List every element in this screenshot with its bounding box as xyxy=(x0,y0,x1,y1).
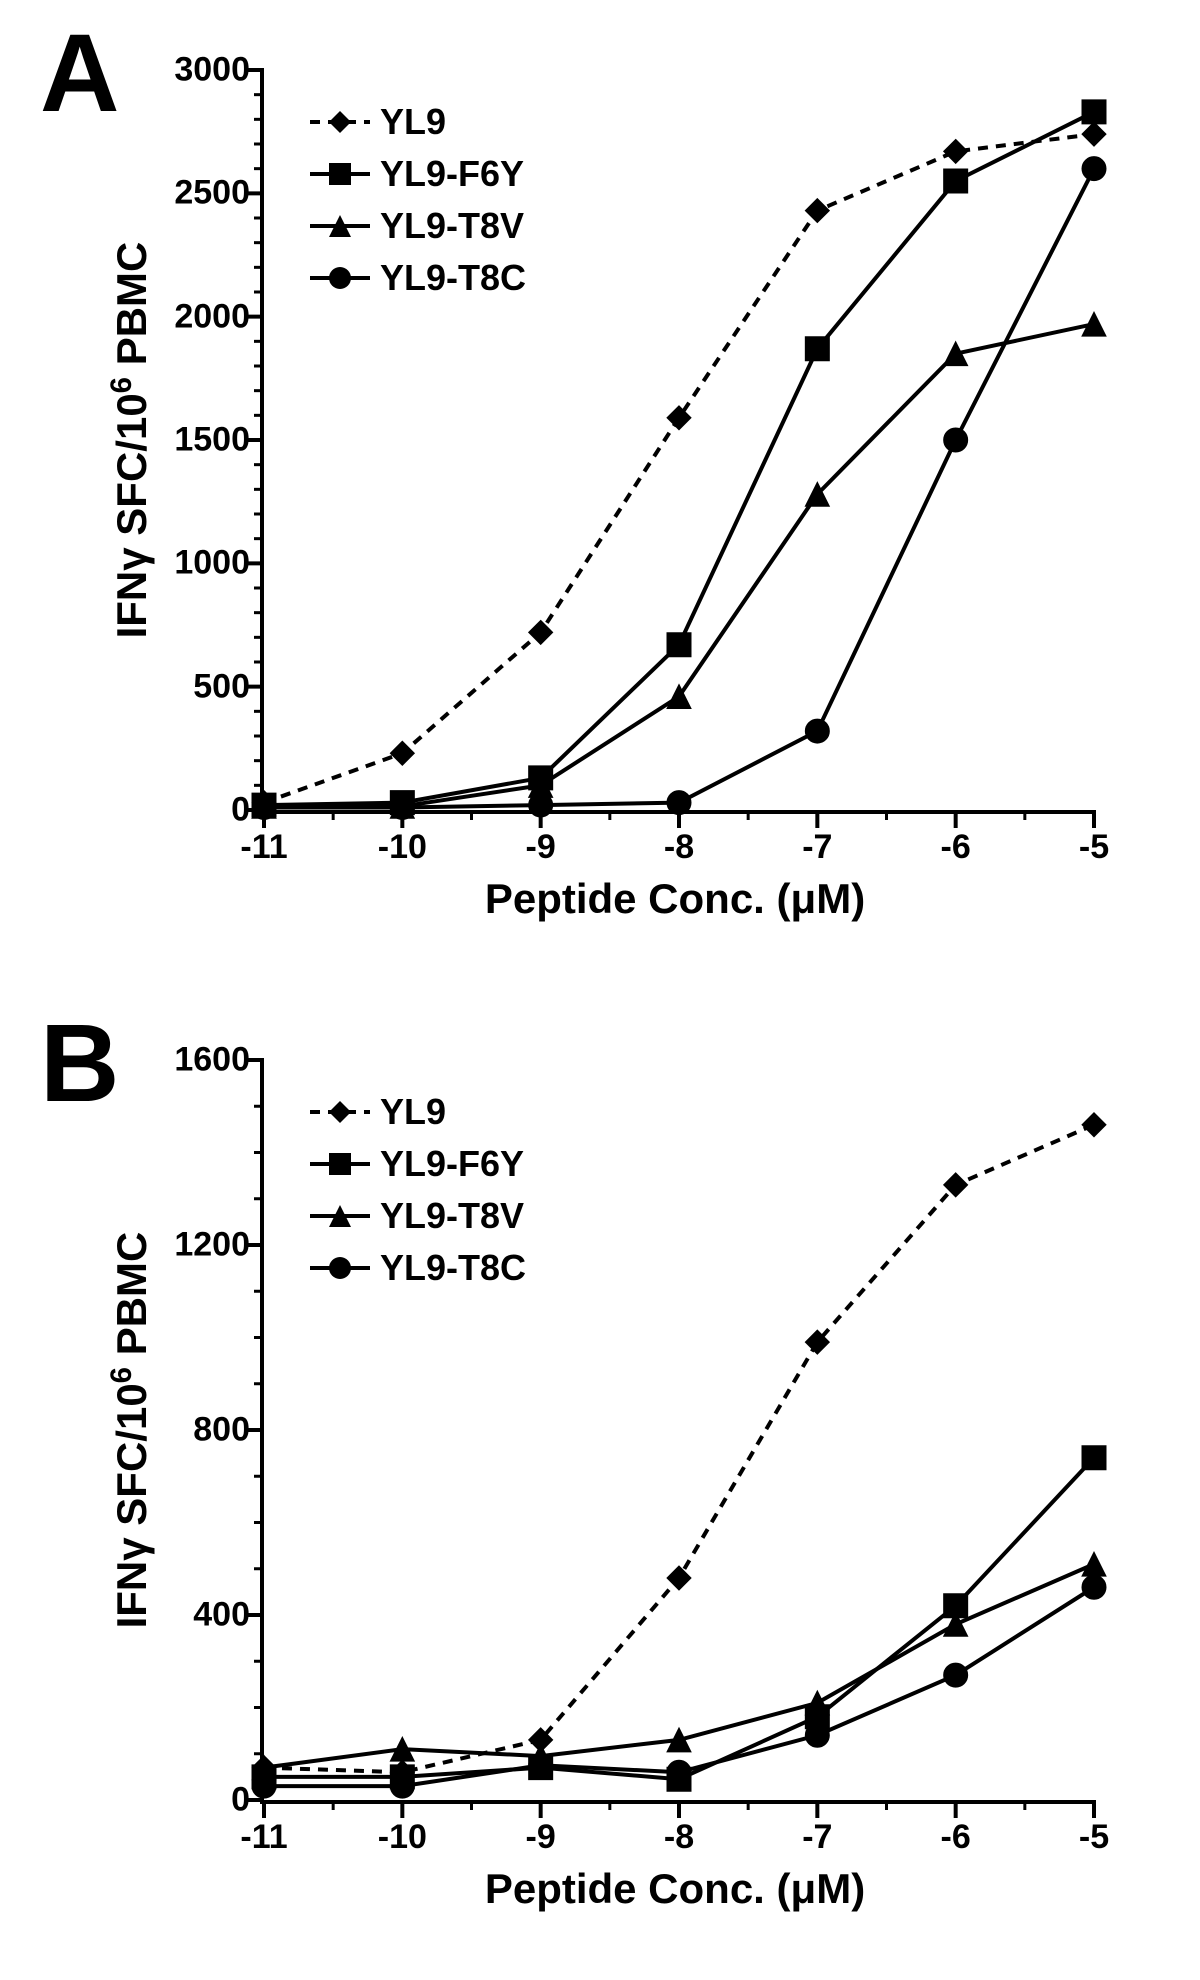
series-marker-YL9 xyxy=(1082,1113,1106,1137)
ytick-label: 2500 xyxy=(174,174,264,213)
series-marker-YL9-T8C xyxy=(390,1774,414,1798)
legend-item: YL9-T8V xyxy=(310,1194,526,1238)
series-marker-YL9-T8V xyxy=(667,685,691,709)
xtick-label: -5 xyxy=(1079,1800,1109,1857)
series-marker-YL9 xyxy=(944,1173,968,1197)
y-axis-label: IFNγ SFC/106 PBMC xyxy=(105,242,156,639)
series-marker-YL9 xyxy=(667,406,691,430)
series-marker-YL9-T8C xyxy=(805,1723,829,1747)
x-axis-label: Peptide Conc. (μM) xyxy=(485,1865,865,1913)
xtick-label: -7 xyxy=(802,810,832,867)
ytick-label: 1600 xyxy=(174,1041,264,1080)
series-marker-YL9-T8C xyxy=(1082,157,1106,181)
xtick-label: -10 xyxy=(378,810,427,867)
xtick-label: -9 xyxy=(526,1800,556,1857)
legend-A: YL9 YL9-F6Y YL9-T8V YL9-T8C xyxy=(310,100,526,308)
legend-label: YL9-T8V xyxy=(380,205,524,247)
legend-label: YL9-F6Y xyxy=(380,153,524,195)
xtick-label: -7 xyxy=(802,1800,832,1857)
xtick-label: -8 xyxy=(664,810,694,867)
panel-label-A: A xyxy=(40,10,119,137)
circle-icon xyxy=(310,1248,370,1288)
legend-item: YL9 xyxy=(310,100,526,144)
xtick-label: -11 xyxy=(240,1800,287,1857)
legend-item: YL9-F6Y xyxy=(310,1142,526,1186)
x-axis-label: Peptide Conc. (μM) xyxy=(485,875,865,923)
xtick-label: -6 xyxy=(941,810,971,867)
series-marker-YL9-F6Y xyxy=(1082,100,1106,124)
ytick-label: 800 xyxy=(193,1411,264,1450)
ytick-label: 1500 xyxy=(174,421,264,460)
square-icon xyxy=(310,154,370,194)
series-marker-YL9-T8C xyxy=(805,719,829,743)
triangle-icon xyxy=(310,206,370,246)
series-marker-YL9-T8C xyxy=(944,428,968,452)
series-marker-YL9-F6Y xyxy=(944,169,968,193)
legend-item: YL9-T8C xyxy=(310,1246,526,1290)
xtick-label: -11 xyxy=(240,810,287,867)
ytick-label: 3000 xyxy=(174,51,264,90)
xtick-label: -6 xyxy=(941,1800,971,1857)
triangle-icon xyxy=(310,1196,370,1236)
legend-label: YL9 xyxy=(380,101,446,143)
square-icon xyxy=(310,1144,370,1184)
series-marker-YL9-T8C xyxy=(1082,1575,1106,1599)
ytick-label: 500 xyxy=(193,667,264,706)
xtick-label: -9 xyxy=(526,810,556,867)
series-marker-YL9 xyxy=(667,1566,691,1590)
ytick-label: 1200 xyxy=(174,1226,264,1265)
series-line-YL9-T8V xyxy=(264,324,1094,806)
series-marker-YL9 xyxy=(805,199,829,223)
series-marker-YL9 xyxy=(529,620,553,644)
series-marker-YL9 xyxy=(390,741,414,765)
legend-item: YL9-F6Y xyxy=(310,152,526,196)
panel-label-B: B xyxy=(40,1000,119,1127)
legend-label: YL9-T8V xyxy=(380,1195,524,1237)
series-marker-YL9-T8C xyxy=(944,1663,968,1687)
legend-label: YL9-T8C xyxy=(380,1247,526,1289)
diamond-icon xyxy=(310,102,370,142)
series-marker-YL9-T8V xyxy=(805,1691,829,1715)
series-marker-YL9-F6Y xyxy=(667,633,691,657)
xtick-label: -10 xyxy=(378,1800,427,1857)
legend-item: YL9-T8V xyxy=(310,204,526,248)
legend-item: YL9-T8C xyxy=(310,256,526,300)
circle-icon xyxy=(310,258,370,298)
series-marker-YL9-F6Y xyxy=(805,337,829,361)
series-marker-YL9-T8C xyxy=(529,1753,553,1777)
series-marker-YL9 xyxy=(1082,122,1106,146)
series-marker-YL9-F6Y xyxy=(1082,1446,1106,1470)
series-marker-YL9 xyxy=(944,139,968,163)
ytick-label: 1000 xyxy=(174,544,264,583)
ytick-label: 400 xyxy=(193,1596,264,1635)
xtick-label: -8 xyxy=(664,1800,694,1857)
xtick-label: -5 xyxy=(1079,810,1109,867)
series-marker-YL9-T8C xyxy=(667,1760,691,1784)
legend-B: YL9 YL9-F6Y YL9-T8V YL9-T8C xyxy=(310,1090,526,1298)
figure: A050010001500200025003000-11-10-9-8-7-6-… xyxy=(0,0,1200,1980)
legend-item: YL9 xyxy=(310,1090,526,1134)
legend-label: YL9 xyxy=(380,1091,446,1133)
series-marker-YL9-T8V xyxy=(1082,1552,1106,1576)
legend-label: YL9-F6Y xyxy=(380,1143,524,1185)
legend-label: YL9-T8C xyxy=(380,257,526,299)
diamond-icon xyxy=(310,1092,370,1132)
ytick-label: 2000 xyxy=(174,297,264,336)
y-axis-label: IFNγ SFC/106 PBMC xyxy=(105,1232,156,1629)
